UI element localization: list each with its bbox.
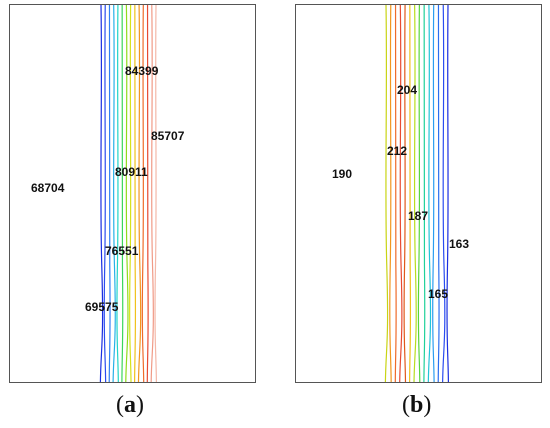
contour-line	[437, 5, 440, 382]
contour-label: 85707	[151, 129, 185, 143]
contour-line	[141, 5, 145, 382]
caption-b: (b)	[402, 392, 432, 418]
contour-line	[121, 5, 124, 382]
contour-label: 187	[408, 209, 429, 223]
contour-lines-b	[384, 5, 449, 382]
contour-line	[427, 5, 432, 382]
contour-label: 163	[449, 237, 470, 251]
contour-label: 76551	[105, 244, 139, 258]
contour-line	[150, 5, 154, 382]
contour-line	[116, 5, 119, 382]
contour-panel-a: 84399 85707 80911 68704 76551 69575	[9, 4, 256, 383]
contour-line	[442, 5, 446, 382]
contour-line	[128, 5, 132, 382]
contour-label: 69575	[85, 300, 119, 314]
contour-label: 68704	[31, 181, 65, 195]
contour-line	[146, 5, 149, 382]
contour-line	[413, 5, 417, 382]
contour-label: 84399	[125, 64, 159, 78]
contour-label: 165	[428, 287, 449, 301]
contour-line	[99, 5, 104, 382]
contour-line	[389, 5, 392, 382]
contour-line	[409, 5, 412, 382]
contour-line	[417, 5, 421, 382]
contour-lines-a	[99, 5, 157, 382]
contour-line	[154, 5, 157, 382]
contour-line	[137, 5, 142, 382]
contour-line	[384, 5, 389, 382]
contour-line	[399, 5, 403, 382]
contour-line	[432, 5, 435, 382]
contour-line	[134, 5, 137, 382]
contour-line	[394, 5, 397, 382]
contour-label: 190	[332, 167, 353, 181]
contour-label: 212	[387, 144, 408, 158]
caption-a: (a)	[116, 392, 144, 418]
contour-label: 204	[397, 83, 418, 97]
contour-panel-b: 204 212 190 187 163 165	[295, 4, 542, 383]
contour-label: 80911	[115, 165, 148, 179]
contour-line	[423, 5, 426, 382]
contour-line	[446, 5, 449, 382]
contour-line	[125, 5, 129, 382]
contour-line	[108, 5, 111, 382]
contour-line	[103, 5, 107, 382]
contour-line	[403, 5, 407, 382]
contour-line	[112, 5, 116, 382]
